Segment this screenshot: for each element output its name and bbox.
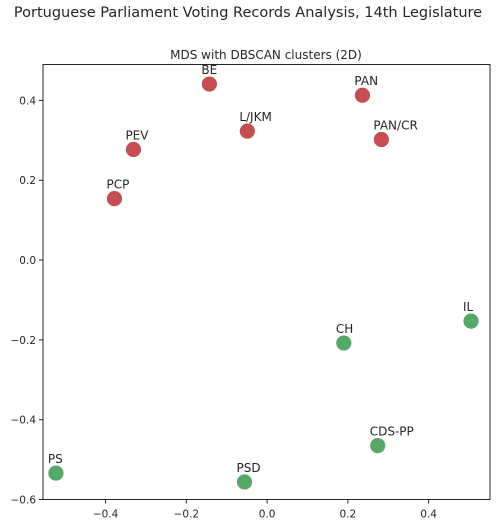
y-tick-label: 0.4 <box>19 95 36 107</box>
data-point-ch <box>336 335 352 351</box>
chart-title: MDS with DBSCAN clusters (2D) <box>170 48 362 62</box>
plot-frame <box>43 65 490 500</box>
ticks-layer: −0.4 −0.2 0.0 0.2 0.4 −0.6 −0.4 −0.2 0.0 0.2 0.4 <box>11 95 438 520</box>
data-point-pan-cr <box>373 132 389 148</box>
y-tick-label: −0.6 <box>11 495 37 507</box>
x-tick-label: 0.4 <box>420 509 437 521</box>
point-label: PS <box>48 452 63 466</box>
y-tick-label: 0.0 <box>19 255 36 267</box>
x-tick-label: 0.2 <box>340 509 357 521</box>
x-tick-label: 0.0 <box>259 509 276 521</box>
point-label: PAN <box>354 74 378 88</box>
point-label: PAN/CR <box>373 119 417 133</box>
point-label: CH <box>336 322 353 336</box>
x-tick-label: −0.2 <box>174 509 200 521</box>
point-label: L/JKM <box>239 110 271 124</box>
point-label: BE <box>201 63 217 77</box>
data-point-pan <box>354 87 370 103</box>
y-tick-label: −0.4 <box>11 415 37 427</box>
point-label: PSD <box>236 461 260 475</box>
data-point-ps <box>48 465 64 481</box>
points-layer: BE PAN L/JKM PAN/CR PEV PCP IL CH CDS-PP PS PSD <box>48 63 479 490</box>
point-label: CDS-PP <box>370 425 414 439</box>
data-point-l-jkm <box>239 123 255 139</box>
y-tick-label: 0.2 <box>19 175 36 187</box>
data-point-be <box>201 76 217 92</box>
point-label: IL <box>463 300 474 314</box>
data-point-pcp <box>106 191 122 207</box>
point-label: PCP <box>106 178 129 192</box>
data-point-psd <box>236 474 252 490</box>
data-point-cds-pp <box>370 438 386 454</box>
y-tick-label: −0.2 <box>11 335 37 347</box>
point-label: PEV <box>125 129 149 143</box>
data-point-il <box>463 313 479 329</box>
data-point-pev <box>125 142 141 158</box>
x-tick-label: −0.4 <box>93 509 119 521</box>
